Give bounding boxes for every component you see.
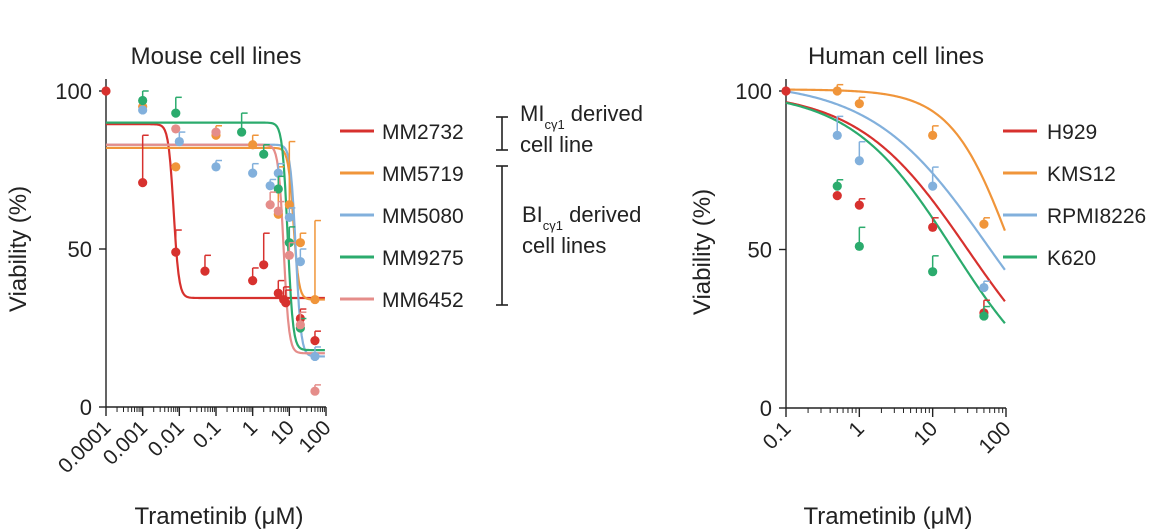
data-point-MM6452 <box>284 250 294 260</box>
data-point-RPMI8226 <box>854 156 864 166</box>
data-point-MM5719 <box>248 140 258 150</box>
data-point-K620 <box>854 241 864 251</box>
legend-label-MM5080: MM5080 <box>382 205 464 228</box>
data-point-RPMI8226 <box>979 282 989 293</box>
bi-bracket-label-line2: cell lines <box>522 233 606 258</box>
y-tick-label: 100 <box>55 79 92 104</box>
data-point-MM2732 <box>138 178 148 188</box>
data-point-MM5080 <box>295 257 305 267</box>
data-point-K620 <box>979 311 989 321</box>
human-y-axis-label: Viability (%) <box>689 189 716 315</box>
human-chart-title: Human cell lines <box>808 43 984 70</box>
y-tick-label: 0 <box>760 396 772 421</box>
data-point-MM2732 <box>171 247 181 257</box>
x-tick-label: 0.1 <box>759 417 796 454</box>
legend-label-MM6452: MM6452 <box>382 289 464 312</box>
data-point-MM2732 <box>310 336 320 346</box>
bi-bracket <box>496 165 508 306</box>
data-point-KMS12 <box>979 219 989 229</box>
x-tick-label: 1 <box>238 416 263 441</box>
data-point-MM2732 <box>259 260 269 270</box>
data-point-MM5080 <box>138 105 148 115</box>
data-point-MM2732 <box>200 266 210 276</box>
fit-curve-H929 <box>785 101 1006 302</box>
data-point-MM5719 <box>310 294 320 305</box>
legend-label-RPMI8226: RPMI8226 <box>1047 205 1146 228</box>
data-point-MM5080 <box>284 212 294 222</box>
data-point-H929 <box>928 222 938 232</box>
mi-bracket-label-line2: cell line <box>520 132 593 157</box>
data-point-MM2732 <box>101 86 111 96</box>
x-tick-label: 100 <box>294 416 335 457</box>
legend-label-MM9275: MM9275 <box>382 247 464 270</box>
data-point-MM5719 <box>171 162 181 172</box>
legend-label-KMS12: KMS12 <box>1047 163 1116 186</box>
data-point-MM5080 <box>265 181 275 191</box>
data-point-MM6452 <box>273 206 283 216</box>
data-point-MM9275 <box>171 108 181 118</box>
data-point-RPMI8226 <box>832 130 842 140</box>
fit-curve-MM2732 <box>106 123 325 300</box>
data-point-MM5080 <box>248 168 258 178</box>
data-point-MM5080 <box>211 162 221 172</box>
x-tick-label: 1 <box>844 417 869 442</box>
legend-label-K620: K620 <box>1047 247 1096 270</box>
legend-label-H929: H929 <box>1047 121 1097 144</box>
y-tick-label: 50 <box>748 238 772 263</box>
data-point-MM6452 <box>265 200 275 210</box>
fit-curve-KMS12 <box>785 88 1006 232</box>
mouse-x-axis-label: Trametinib (μM) <box>135 503 304 530</box>
y-tick-label: 50 <box>68 237 92 262</box>
fit-curve-MM5080 <box>106 143 325 358</box>
data-point-H929 <box>781 86 791 96</box>
y-tick-label: 100 <box>735 79 772 104</box>
data-point-MM6452 <box>295 320 305 330</box>
x-tick-label: 10 <box>909 417 942 450</box>
data-point-KMS12 <box>832 86 842 96</box>
x-tick-label: 0.1 <box>189 416 226 453</box>
mouse-y-axis-label: Viability (%) <box>5 186 32 312</box>
data-point-K620 <box>832 181 842 191</box>
data-point-KMS12 <box>854 99 864 109</box>
data-point-MM5719 <box>284 200 294 210</box>
x-tick-label: 100 <box>974 417 1015 458</box>
legend-label-MM2732: MM2732 <box>382 121 464 144</box>
data-point-MM9275 <box>259 149 269 159</box>
data-point-KMS12 <box>928 130 938 140</box>
fit-curve-RPMI8226 <box>785 90 1006 271</box>
data-point-MM5080 <box>273 168 283 178</box>
mouse-chart-title: Mouse cell lines <box>131 43 302 70</box>
human-chart-panel: Human cell lines Viability (%) Trametini… <box>689 43 1146 530</box>
data-point-MM6452 <box>171 124 181 134</box>
x-tick-label: 10 <box>266 416 299 449</box>
data-point-MM2732 <box>273 288 283 298</box>
data-point-MM2732 <box>248 276 258 286</box>
data-point-MM5080 <box>174 136 184 147</box>
mouse-chart-panel: Mouse cell lines Viability (%) Trametini… <box>5 43 643 530</box>
mi-bracket-label: MIcγ1 derived <box>520 101 643 132</box>
data-point-MM9275 <box>273 184 283 194</box>
data-point-RPMI8226 <box>928 181 938 191</box>
data-point-H929 <box>854 200 864 210</box>
data-point-MM5719 <box>295 238 305 248</box>
data-point-MM9275 <box>138 95 148 106</box>
mi-bracket <box>496 116 508 151</box>
data-point-MM2732 <box>281 298 291 308</box>
data-point-MM6452 <box>310 386 320 396</box>
x-tick-label: 0.01 <box>144 416 189 461</box>
data-point-MM5080 <box>310 351 320 362</box>
human-x-axis-label: Trametinib (μM) <box>804 503 973 530</box>
data-point-MM9275 <box>237 127 247 137</box>
bi-bracket-label: BIcγ1 derived <box>522 202 641 233</box>
data-point-K620 <box>928 267 938 277</box>
data-point-H929 <box>832 191 842 201</box>
y-tick-label: 0 <box>80 395 92 420</box>
legend-label-MM5719: MM5719 <box>382 163 464 186</box>
data-point-MM6452 <box>211 127 221 137</box>
fit-curve-MM9275 <box>106 121 325 352</box>
fit-curve-K620 <box>785 101 1006 324</box>
